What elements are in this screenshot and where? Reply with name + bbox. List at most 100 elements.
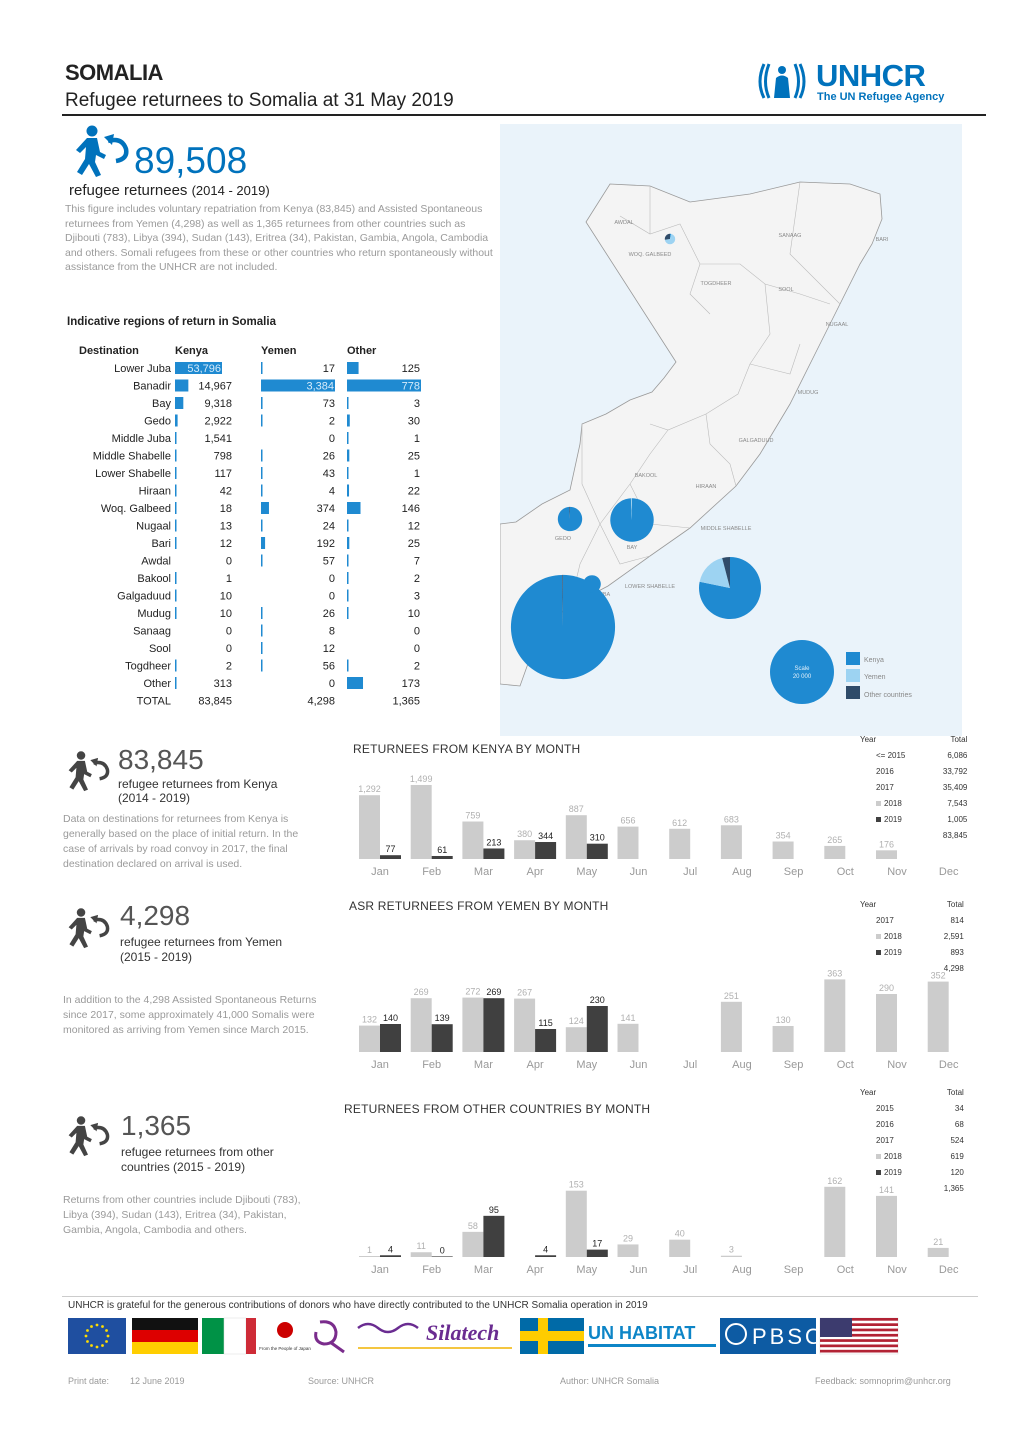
year-table-grand-total: 4,298: [943, 963, 964, 973]
table-row-destination: Middle Juba: [112, 433, 172, 445]
table-cell-yemen: 0: [329, 433, 335, 445]
bar-value-label: 58: [468, 1221, 478, 1231]
bar-2019-jan: [380, 1024, 401, 1052]
eu-star: [105, 1329, 108, 1332]
table-bar-other: [347, 502, 361, 514]
year-table-total: 524: [950, 1135, 964, 1145]
year-table-total: 33,792: [942, 766, 968, 776]
table-bar-yemen: [261, 397, 263, 409]
table-bar-kenya: [175, 677, 177, 689]
other-year-table: Year Total 2015 34 2016 68 2017 524 2018 619 2019 1…: [856, 1083, 966, 1197]
table-bar-kenya: [175, 537, 177, 549]
bar-value-label: 1: [367, 1245, 372, 1255]
table-bar-other: [347, 449, 350, 462]
table-cell-kenya: 1: [226, 573, 232, 585]
table-cell-other: 0: [414, 643, 420, 655]
month-tick-label: Mar: [474, 1264, 493, 1276]
bar-value-label: 40: [675, 1229, 685, 1239]
bar-2018-sep: [772, 1026, 794, 1052]
table-cell-yemen: 24: [323, 521, 335, 533]
bar-value-label: 139: [435, 1013, 450, 1023]
map-bubble-slice: [664, 233, 670, 240]
yemen-year-table: Year Total 2017 814 2018 2,591 2019 893 4,298: [856, 895, 966, 977]
other-returnees-description: Returns from other countries include Dji…: [63, 1194, 301, 1236]
kenya-chart-title: RETURNEES FROM KENYA BY MONTH: [353, 742, 581, 756]
bar-value-label: 612: [672, 818, 687, 828]
month-tick-label: Aug: [732, 1059, 752, 1071]
table-bar-other: [347, 607, 349, 619]
table-cell-kenya: 1,541: [204, 433, 232, 445]
table-cell-kenya: 0: [226, 556, 232, 568]
table-bar-kenya: [175, 414, 178, 427]
table-col-header: Kenya: [175, 345, 209, 357]
bar-value-label: 213: [486, 837, 501, 847]
table-bar-yemen: [261, 502, 269, 514]
table-bar-other: [347, 362, 359, 374]
map-legend: Kenya Yemen Other countries Scale 20 000: [770, 640, 912, 704]
usa-stripe: [820, 1328, 898, 1332]
page-subtitle: Refugee returnees to Somalia at 31 May 2…: [65, 90, 454, 111]
month-tick-label: Dec: [939, 1059, 959, 1071]
donor-japan-logo: From the People of Japan: [259, 1322, 311, 1351]
yemen-returnees-description: In addition to the 4,298 Assisted Sponta…: [63, 994, 317, 1036]
bar-value-label: 683: [724, 814, 739, 824]
table-row-destination: Nugaal: [136, 521, 171, 533]
bar-2019-jan: [380, 1255, 401, 1257]
table-col-header: Other: [347, 345, 377, 357]
year-table-year: 2017: [876, 1135, 894, 1145]
table-bar-yemen: [261, 607, 263, 619]
table-cell-kenya: 117: [214, 468, 232, 480]
bar-2018-feb: [410, 1252, 432, 1257]
month-tick-label: Jun: [630, 1264, 648, 1276]
table-bar-other: [347, 432, 349, 444]
bar-value-label: 269: [486, 987, 501, 997]
bar-2018-may: [565, 1027, 587, 1052]
year-table-header: Year: [860, 899, 877, 909]
donor-germany-flag: [132, 1318, 198, 1354]
usa-stripe: [820, 1318, 898, 1321]
table-cell-other: 30: [408, 416, 420, 428]
year-table-total: 7,543: [947, 798, 968, 808]
bar-value-label: 77: [385, 844, 395, 854]
bar-2019-apr: [535, 842, 557, 859]
year-table-header: Year: [860, 734, 877, 744]
table-bar-other: [347, 554, 349, 567]
table-cell-kenya: 798: [214, 451, 232, 463]
year-table-total: 814: [950, 915, 964, 925]
month-tick-label: Feb: [422, 1264, 441, 1276]
map-region-label: GALGADUUD: [739, 438, 774, 444]
table-cell-other: 22: [408, 486, 420, 498]
table-bar-kenya: [175, 502, 177, 514]
table-cell-other: 1: [414, 433, 420, 445]
table-cell-other: 25: [408, 538, 420, 550]
bar-2018-nov: [876, 1195, 897, 1257]
year-swatch: [876, 949, 881, 955]
table-cell-yemen: 4,298: [307, 696, 335, 708]
table-cell-other: 778: [402, 381, 420, 393]
pbso-wordmark: PBSO: [752, 1324, 825, 1349]
eu-star: [86, 1329, 89, 1332]
map-bubble-slice: [569, 506, 570, 519]
bar-value-label: 95: [489, 1205, 499, 1215]
bar-2018-apr: [514, 840, 536, 859]
usa-stripe: [820, 1323, 898, 1326]
table-cell-yemen: 43: [323, 468, 335, 480]
month-tick-label: May: [576, 1059, 597, 1071]
usa-stripe: [820, 1349, 898, 1353]
table-cell-yemen: 192: [317, 538, 335, 550]
bar-2019-may: [586, 1006, 608, 1052]
yemen-returnees-period: (2015 - 2019): [120, 950, 193, 964]
table-bar-yemen: [261, 379, 335, 392]
table-bar-yemen: [261, 642, 263, 654]
bar-value-label: 61: [437, 845, 447, 855]
table-bar-yemen: [261, 449, 263, 462]
bar-value-label: 29: [623, 1233, 633, 1243]
bar-value-label: 115: [538, 1018, 552, 1028]
table-bar-yemen: [261, 414, 263, 427]
year-table-year: 2019: [858, 812, 905, 826]
table-cell-kenya: 14,967: [198, 381, 232, 393]
bar-value-label: 11: [417, 1241, 426, 1251]
table-row-destination: Sool: [149, 643, 171, 655]
bar-value-label: 176: [879, 839, 894, 849]
bar-2019-apr: [535, 1255, 557, 1257]
